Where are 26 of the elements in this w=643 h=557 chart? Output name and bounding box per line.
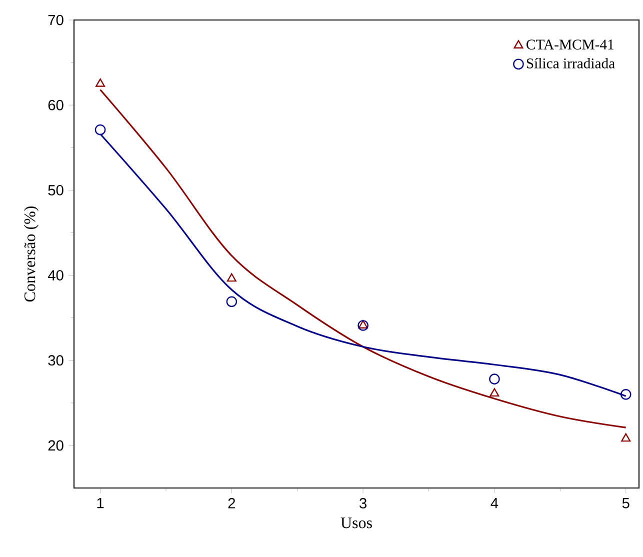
y-tick-label: 20	[48, 440, 64, 450]
y-axis-title: Conversão (%)	[24, 206, 38, 302]
line-series	[99, 88, 627, 428]
x-tick-label: 2	[228, 498, 236, 508]
legend-label: CTA-MCM-41	[526, 40, 614, 50]
point	[226, 273, 236, 282]
x-tick-label: 5	[622, 498, 630, 508]
y-tick-label: 50	[48, 184, 64, 196]
x-tick-label: 1	[97, 498, 104, 508]
point	[358, 320, 368, 328]
point	[94, 124, 106, 136]
point	[620, 388, 632, 400]
x-tick-label: 4	[490, 498, 498, 508]
point	[621, 433, 631, 442]
y-tick-label: 70	[48, 14, 64, 26]
x-axis-title: Usos	[340, 517, 372, 528]
x-tick-label: 3	[360, 498, 366, 508]
y-tick-label: 40	[48, 270, 64, 280]
point	[226, 296, 238, 307]
legend-label: Sílica irradiada	[526, 58, 615, 68]
point	[489, 374, 500, 384]
y-tick-label: 30	[48, 355, 64, 366]
point	[96, 78, 106, 87]
point	[358, 320, 368, 331]
y-tick-label: 60	[48, 100, 64, 110]
point	[490, 388, 500, 396]
